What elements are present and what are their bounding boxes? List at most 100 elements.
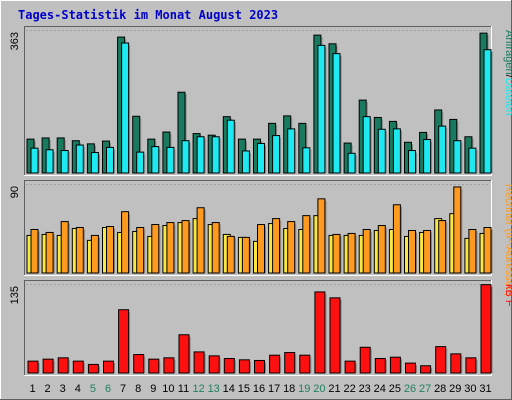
visits-computers-panel-bar-day-15-s2 xyxy=(241,236,251,274)
visits-computers-panel-bar-day-19-s2 xyxy=(302,215,312,274)
requests-files-panel-bar-day-16-s2 xyxy=(257,142,266,174)
kb-panel-bar-day-30-s1-body xyxy=(465,357,477,374)
requests-files-panel-bar-day-19-s2-body xyxy=(302,147,311,174)
visits-computers-panel-bar-day-12-s2-body xyxy=(196,207,205,274)
kb-panel-bar-day-28-s1 xyxy=(435,346,448,374)
kb-panel-legend-item-1: kB F xyxy=(503,284,512,307)
kb-panel-series-1 xyxy=(27,284,493,374)
day-label-3: 3 xyxy=(60,383,66,395)
visits-computers-panel-bar-day-5-s2 xyxy=(90,234,100,274)
requests-files-panel-bar-day-28-s2 xyxy=(438,125,448,174)
kb-panel-bar-day-6-s1-body xyxy=(103,360,114,374)
visits-computers-panel-bar-day-16-s2 xyxy=(257,224,266,274)
visits-computers-panel-bar-day-6-s2 xyxy=(106,226,115,274)
requests-files-panel-bar-day-12-s2 xyxy=(196,136,206,174)
visits-computers-panel-bar-day-7-s2 xyxy=(121,211,131,274)
visits-computers-panel-bar-day-20-s2 xyxy=(317,198,327,274)
kb-panel-bar-day-31-s1 xyxy=(480,284,493,374)
kb-panel-bar-day-2-s1 xyxy=(42,358,55,374)
requests-files-panel-bar-day-21-s2-body xyxy=(332,53,341,174)
day-label-30: 30 xyxy=(464,383,476,395)
kb-panel-bar-day-12-s1-body xyxy=(193,351,205,374)
requests-files-panel-bar-day-11-s2 xyxy=(181,140,191,174)
requests-files-panel-bar-day-10-s2-body xyxy=(166,146,175,174)
kb-panel-bar-day-1-s1 xyxy=(27,360,40,374)
kb-panel-legend-text: kB F xyxy=(503,284,512,307)
kb-panel-bar-day-28-s1-body xyxy=(435,346,447,374)
kb-panel: 135 kB F xyxy=(9,280,512,376)
day-label-21: 21 xyxy=(328,383,340,395)
requests-files-panel-bar-day-30-s2-body xyxy=(468,147,477,174)
kb-panel-bar-day-3-s1 xyxy=(57,357,70,374)
kb-panel-bar-day-4-s1-body xyxy=(72,360,84,374)
visits-computers-panel-bar-day-29-s2 xyxy=(453,186,463,274)
day-label-17: 17 xyxy=(268,383,280,395)
visits-computers-panel-bar-day-17-s2 xyxy=(272,218,282,274)
kb-panel-bar-day-4-s1 xyxy=(72,360,85,374)
requests-files-panel-bar-day-28-s2-body xyxy=(438,125,447,174)
kb-panel-bar-day-19-s1-body xyxy=(299,354,311,374)
requests-files-panel-bar-day-7-s2-body xyxy=(121,42,130,174)
requests-files-panel-bar-day-20-s2-body xyxy=(317,44,326,174)
requests-files-panel-bar-day-29-s2-body xyxy=(453,140,462,174)
kb-panel-bar-day-18-s1 xyxy=(284,352,297,374)
visits-computers-panel-bar-day-8-s2-body xyxy=(136,227,145,274)
kb-panel-bar-day-11-s1 xyxy=(178,334,191,374)
visits-computers-panel-bar-day-17-s2-body xyxy=(272,218,281,274)
visits-computers-panel-bar-day-19-s2-body xyxy=(302,215,311,274)
requests-files-panel-bar-day-4-s2-body xyxy=(75,144,84,174)
day-label-4: 4 xyxy=(75,383,81,395)
kb-panel-bar-day-23-s1 xyxy=(359,346,372,374)
requests-files-panel-bar-day-27-s2-body xyxy=(423,139,432,174)
requests-files-panel-bar-day-8-s2 xyxy=(136,151,146,174)
day-label-18: 18 xyxy=(283,383,295,395)
visits-computers-panel-bar-day-31-s2-body xyxy=(483,227,492,274)
visits-computers-panel-bar-day-24-s2-body xyxy=(377,225,386,274)
day-label-23: 23 xyxy=(359,383,371,395)
requests-files-panel-bar-day-9-s2 xyxy=(151,146,161,174)
day-label-11: 11 xyxy=(178,383,189,395)
requests-files-panel-bar-day-2-s2-body xyxy=(45,149,54,174)
visits-computers-panel-bar-day-26-s2-body xyxy=(408,229,416,274)
visits-computers-panel-bar-day-14-s2-body xyxy=(226,235,235,274)
kb-panel-bar-day-23-s1-body xyxy=(359,346,371,374)
kb-panel-bar-day-8-s1 xyxy=(133,354,146,374)
day-label-29: 29 xyxy=(449,383,461,395)
day-label-2: 2 xyxy=(45,383,51,395)
requests-files-panel-series-2 xyxy=(30,42,493,174)
visits-computers-panel-bar-day-4-s2-body xyxy=(75,227,84,274)
visits-computers-panel-bar-day-22-s2 xyxy=(347,232,357,274)
kb-panel-bar-day-29-s1-body xyxy=(450,353,462,374)
requests-files-panel-bar-day-19-s2 xyxy=(302,147,312,174)
kb-panel-bar-day-29-s1 xyxy=(450,353,463,374)
kb-panel-bar-day-15-s1-body xyxy=(238,359,250,374)
kb-panel-legend: kB F xyxy=(503,284,512,307)
kb-panel-bar-day-16-s1-body xyxy=(254,359,265,374)
requests-files-panel-bar-day-11-s2-body xyxy=(181,140,190,174)
day-label-14: 14 xyxy=(223,383,235,395)
kb-panel-bar-day-7-s1 xyxy=(118,309,131,374)
requests-files-panel-bar-day-29-s2 xyxy=(453,140,463,174)
requests-files-panel-bar-day-24-s2 xyxy=(377,128,387,174)
day-label-25: 25 xyxy=(389,383,401,395)
kb-panel-bar-day-13-s1 xyxy=(208,355,221,374)
visits-computers-panel-bar-day-25-s2-body xyxy=(392,204,401,274)
requests-files-panel-bar-day-15-s2-body xyxy=(241,150,250,174)
kb-panel-bar-day-21-s1-body xyxy=(329,297,341,374)
requests-files-panel-bar-day-31-s2-body xyxy=(483,49,492,174)
requests-files-panel-bar-day-13-s2-body xyxy=(211,136,220,174)
visits-computers-panel-bar-day-8-s2 xyxy=(136,227,146,274)
visits-computers-panel-bar-day-30-s2-body xyxy=(468,228,477,274)
visits-computers-panel-bar-day-25-s2 xyxy=(392,204,402,274)
requests-files-panel-bar-day-26-s2-body xyxy=(408,150,416,174)
visits-computers-panel-bar-day-10-s2 xyxy=(166,222,176,274)
day-label-10: 10 xyxy=(162,383,174,395)
chart-title: Tages-Statistik im Monat August 2023 xyxy=(18,8,278,22)
requests-files-panel-bar-day-18-s2-body xyxy=(287,128,296,174)
requests-files-panel-bar-day-27-s2 xyxy=(423,139,433,174)
kb-panel-bar-day-31-s1-body xyxy=(480,284,492,374)
requests-files-panel: 363 Anfragen/Dateien xyxy=(9,26,512,176)
day-label-13: 13 xyxy=(208,383,220,395)
visits-computers-panel-ymax-label: 90 xyxy=(9,186,21,198)
